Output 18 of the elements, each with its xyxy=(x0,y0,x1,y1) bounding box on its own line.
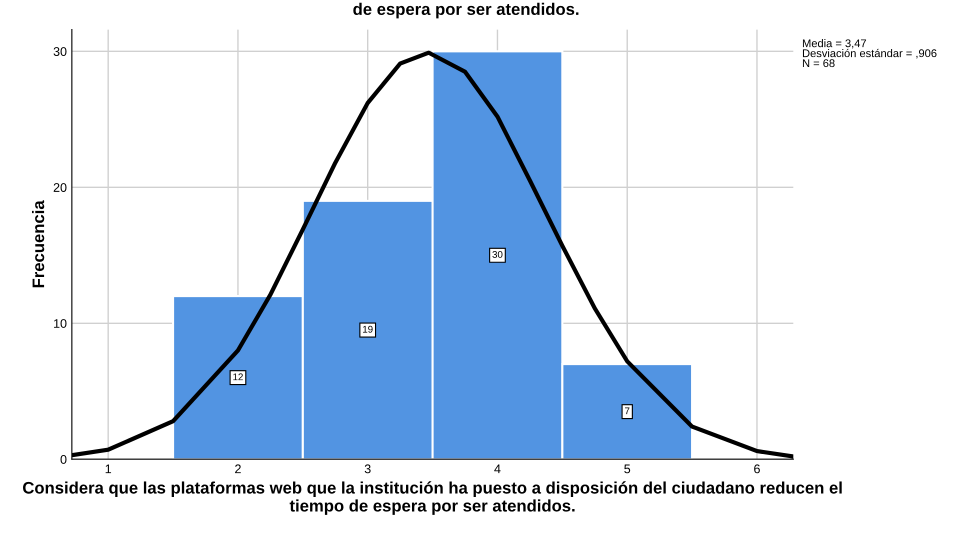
x-tick-label: 6 xyxy=(754,464,760,474)
data-label: 12 xyxy=(233,373,243,380)
x-tick-label: 5 xyxy=(624,464,630,474)
y-tick-label: 0 xyxy=(60,455,67,464)
data-label: 7 xyxy=(625,407,630,414)
x-axis-title: Considera que las plataformas web que la institución ha puesto a disposición del ciudadano reducen el tiempo de espera por ser atendidos. xyxy=(23,481,842,515)
x-tick-label: 1 xyxy=(106,464,112,474)
y-axis-title: Frecuencia xyxy=(32,200,44,288)
data-label: 30 xyxy=(492,251,502,258)
text: Media = 3,47 Desviación estándar = ,906 N = 68 xyxy=(802,39,937,68)
y-tick-label: 10 xyxy=(54,319,67,328)
x-tick-label: 3 xyxy=(364,464,371,474)
data-label: 19 xyxy=(363,326,373,333)
y-tick-label: 20 xyxy=(54,183,67,192)
y-tick-label: 30 xyxy=(54,47,67,56)
x-tick-label: 4 xyxy=(494,464,501,474)
chart-title: de espera por ser atendidos. xyxy=(353,2,578,18)
x-tick-label: 2 xyxy=(235,464,241,474)
